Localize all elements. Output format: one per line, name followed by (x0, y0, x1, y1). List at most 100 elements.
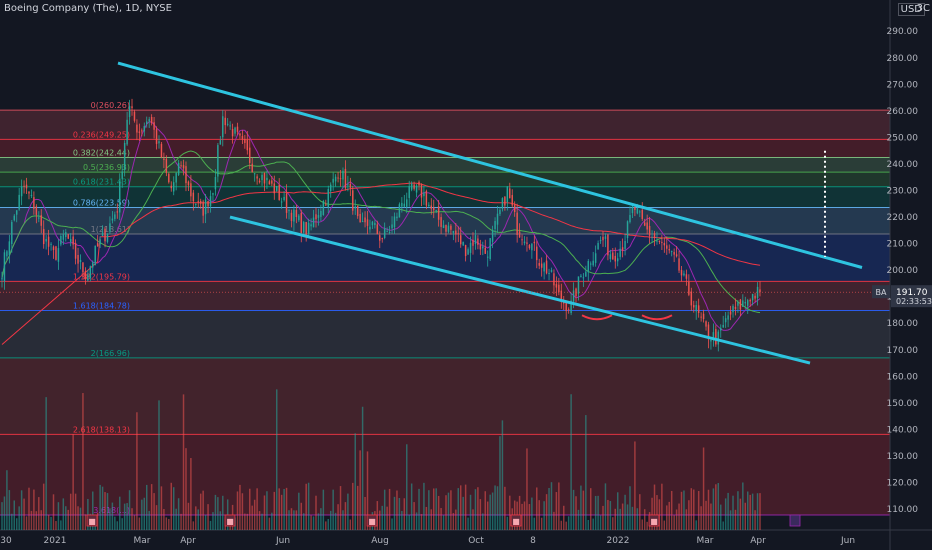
volume-bar (290, 508, 293, 530)
volume-bar (472, 509, 474, 530)
x-axis: 30 2021 Mar Apr Jun Aug Oct 8 2022 Mar Apr Jun (0, 536, 855, 546)
volume-bar (646, 521, 648, 530)
candle-body (261, 174, 263, 181)
volume-bar (540, 517, 543, 530)
volume-bar (658, 499, 661, 530)
y-tick-label: 280.00 (887, 54, 919, 64)
volume-bar (494, 485, 496, 530)
candle-body (209, 196, 212, 207)
y-tick-label: 140.00 (887, 425, 919, 435)
candle-body (607, 234, 609, 256)
candle-body (143, 126, 146, 132)
currency-label[interactable]: USD (897, 3, 925, 16)
axis-top-label: 3C (916, 3, 930, 14)
volume-bar (3, 496, 6, 530)
candle-body (472, 239, 474, 246)
candle-body (572, 290, 575, 302)
fibonacci-retracement[interactable]: 0(260.26) 0.236(249.25) 0.382(242.44) 0.5(2… (0, 101, 890, 516)
candle-body (516, 212, 518, 236)
candle-body (293, 209, 295, 222)
volume-bar (751, 493, 754, 530)
volume-bar (612, 517, 614, 530)
candle-body (585, 271, 587, 277)
fib-zone (0, 157, 890, 173)
candle-body (680, 269, 683, 276)
volume-bar (545, 494, 548, 530)
fib-label: 0.5(236.93) (83, 163, 130, 172)
fib-label: 1.618(184.78) (73, 302, 130, 311)
candle-body (57, 248, 60, 262)
volume-bar (145, 484, 148, 530)
volume-bar (587, 519, 590, 530)
volume-bar (334, 512, 337, 530)
volume-bar (565, 521, 567, 530)
candle-body (742, 300, 744, 307)
volume-bar (474, 489, 477, 530)
fib-zone (0, 310, 890, 358)
volume-bar (104, 492, 106, 530)
volume-bar (462, 496, 464, 530)
fib-zone (0, 234, 890, 282)
volume-bar (506, 516, 509, 530)
volume-bar (661, 483, 663, 530)
candle-body (754, 295, 756, 299)
candle-body (457, 233, 460, 235)
volume-bar (18, 506, 20, 530)
volume-bar (197, 509, 199, 530)
candle-body (207, 200, 209, 207)
candle-body (47, 236, 50, 247)
candle-body (744, 301, 747, 304)
volume-bar (614, 508, 617, 530)
volume-bar (526, 448, 528, 530)
volume-bar (276, 389, 278, 530)
candle-body (33, 197, 35, 209)
trend-channel[interactable] (117, 61, 863, 365)
volume-bar (190, 458, 192, 530)
candle-body (263, 172, 266, 184)
candle-body (702, 313, 705, 319)
volume-bar (23, 498, 25, 530)
candle-body (697, 305, 700, 314)
candle-body (749, 299, 751, 302)
earnings-marker-icon (224, 514, 236, 527)
volume-bar (8, 490, 11, 530)
candle-body (425, 190, 428, 206)
volume-bar (256, 488, 258, 530)
candle-body (369, 226, 371, 230)
candle-body (511, 195, 513, 206)
volume-bar (528, 504, 531, 530)
candle-body (609, 254, 612, 259)
volume-bar (35, 511, 38, 530)
candle-body (720, 327, 722, 331)
candle-body (555, 284, 558, 288)
volume-bar (643, 509, 646, 530)
volume-bar (160, 486, 163, 530)
volume-bar (138, 517, 141, 530)
volume-bar (423, 482, 425, 530)
candle-body (631, 206, 634, 214)
volume-bar (558, 482, 560, 530)
candle-body (212, 193, 214, 195)
badge-countdown: 02:33:53 (896, 297, 932, 306)
candle-body (77, 254, 79, 264)
candle-body (322, 200, 325, 215)
volume-bar (631, 506, 634, 530)
volume-bar (739, 498, 742, 530)
volume-bar (310, 515, 312, 530)
volume-bar (116, 521, 119, 530)
candle-body (315, 214, 317, 220)
candle-body (388, 232, 391, 234)
volume-bar (413, 502, 415, 530)
candle-body (283, 196, 285, 201)
volume-bar (386, 506, 388, 530)
candle-body (447, 225, 450, 232)
volume-bar (322, 489, 325, 530)
ma-long-line (1, 182, 761, 345)
badge-price-bg (891, 285, 932, 308)
volume-bar (406, 444, 408, 530)
earnings-marker-glyph: ■ (650, 517, 658, 526)
volume-bar (192, 521, 195, 530)
volume-bar (278, 488, 280, 530)
volume-bar (482, 513, 484, 530)
